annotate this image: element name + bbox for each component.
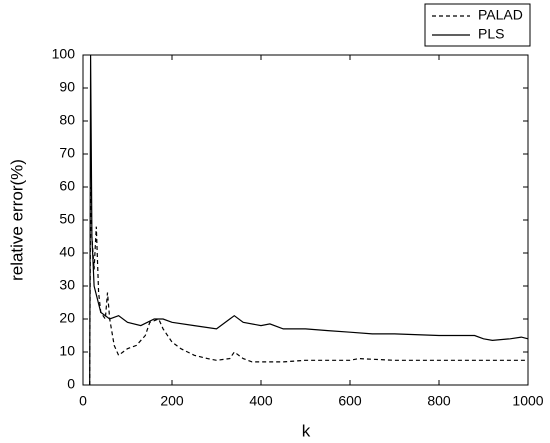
y-tick-label: 60 [59,178,75,194]
y-tick-label: 0 [67,376,75,392]
y-tick-label: 30 [59,277,75,293]
y-tick-label: 80 [59,112,75,128]
series-line [89,186,528,386]
x-tick-label: 800 [427,393,451,409]
legend-box [424,3,531,47]
y-tick-label: 40 [59,244,75,260]
legend-label: PALAD [478,7,523,23]
x-axis-label: k [302,421,311,440]
x-tick-label: 1000 [512,393,543,409]
x-tick-label: 600 [338,393,362,409]
y-tick-label: 50 [59,211,75,227]
y-tick-label: 90 [59,79,75,95]
x-tick-label: 200 [160,393,184,409]
legend-label: PLS [478,26,504,42]
x-tick-label: 0 [79,393,87,409]
x-tick-label: 400 [249,393,273,409]
y-tick-label: 10 [59,343,75,359]
series-line [89,54,529,386]
y-tick-label: 100 [52,46,76,62]
y-tick-label: 70 [59,145,75,161]
y-tick-label: 20 [59,310,75,326]
y-axis-label: relative error(%) [7,159,26,281]
